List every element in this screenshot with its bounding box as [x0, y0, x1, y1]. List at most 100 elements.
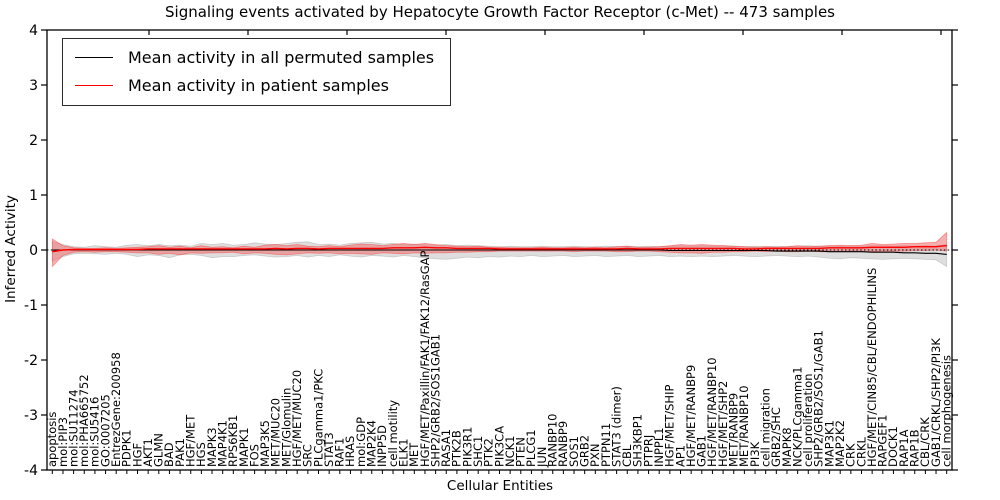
y-tick-label: -3: [24, 408, 38, 424]
permuted-band: [51, 241, 948, 268]
x-tick-label: GAB1/CRKL/SHP2/PI3K: [929, 338, 943, 467]
y-tick-label: 1: [29, 188, 38, 204]
x-tick-label: AP1: [673, 445, 687, 467]
x-tick-label: mol:PHA665752: [77, 374, 91, 467]
x-tick-label: JUN: [535, 447, 549, 468]
x-tick-label: MAP3K1: [822, 420, 836, 467]
x-tick-label: RPS6KB1: [226, 415, 240, 467]
x-tick-label: PIK3R1: [460, 427, 474, 468]
x-tick-label: mol:SU11274: [66, 389, 80, 467]
y-tick-label: 0: [29, 243, 38, 259]
x-tick-label: NCK1: [503, 436, 517, 468]
x-tick-label: RAP1B: [908, 429, 922, 467]
x-tick-label: MET/MUC20: [269, 398, 283, 467]
mean-lines: [47, 244, 952, 255]
patient-mean-line: [52, 244, 947, 253]
x-tick-label: NCK/PLCgamma1: [790, 366, 804, 467]
permuted-mean-line: [52, 249, 947, 255]
x-tick-label: mol:SU5416: [88, 397, 102, 467]
x-tick-label: CRK: [844, 443, 858, 467]
x-tick-label: AKT1: [141, 438, 155, 467]
legend-label-permuted: Mean activity in all permuted samples: [128, 48, 435, 67]
x-tick-label: cell motility: [386, 400, 400, 467]
legend-label-patient: Mean activity in patient samples: [128, 76, 389, 95]
x-tick-label: HGF/MET: [184, 414, 198, 467]
x-tick-label: SHP2/GRB2/SOS1GAB1: [428, 334, 442, 467]
x-tick-label: STAT3: [322, 432, 336, 467]
x-tick-label: HGF/MET/MUC20: [290, 370, 304, 467]
x-tick-label: HGS: [194, 442, 208, 467]
y-tick-label: 2: [29, 133, 38, 149]
y-tick-label: 4: [29, 23, 38, 39]
x-tick-label: MET/RANBP10: [737, 385, 751, 467]
x-tick-label: RAPGEF1: [876, 415, 890, 467]
x-tick-label: HGF: [130, 443, 144, 467]
x-tick-label: INPP5D: [375, 425, 389, 467]
x-tick-label: PTK2: [482, 438, 496, 467]
x-tick-label: HGF/MET/SHIP: [663, 385, 677, 467]
x-tick-label: CBL: [620, 444, 634, 467]
x-tick-label: PTPRJ: [641, 435, 655, 467]
x-tick-label: MAP3K5: [258, 420, 272, 467]
x-tick-label: PLCG1: [524, 429, 538, 467]
y-tick-label: -2: [24, 353, 38, 369]
x-tick-label: INPPL1: [652, 427, 666, 467]
x-tick-label: HRAS: [343, 436, 357, 467]
x-tick-label: SH3KBP1: [631, 414, 645, 467]
y-tick-label: -4: [24, 463, 38, 479]
x-tick-label: MAPK3: [205, 427, 219, 467]
x-tick-label: EntrezGene:200958: [109, 352, 123, 467]
legend: Mean activity in all permuted samples Me…: [62, 38, 452, 106]
x-tick-label: cell proliferation: [801, 373, 815, 467]
tick-labels: -4 -3 -2 -1 0 1 2 3 4 apoptosismol:PIP3mol:SU1127…: [24, 23, 953, 479]
x-tick-label: PI3K: [748, 441, 762, 467]
x-tick-label: MAPK8: [780, 427, 794, 467]
x-tick-label: PDPK1: [120, 429, 134, 467]
x-tick-label: PIK3CA: [492, 426, 506, 467]
x-tick-label: SOS1: [567, 436, 581, 467]
x-tick-label: apoptosis: [45, 412, 59, 467]
x-tick-label: FOS: [247, 444, 261, 467]
permuted-line-swatch: [75, 57, 113, 58]
x-tick-label: MET/Glomulin: [279, 388, 293, 467]
x-tick-label: mol:GDP: [354, 417, 368, 467]
x-tick-label: CBL/CRK: [918, 417, 932, 467]
legend-row-patient: Mean activity in patient samples: [75, 76, 434, 95]
x-tick-label: HGF/MET/Paxillin/FAK1/FAK12/RasGAP: [418, 250, 432, 467]
x-tick-label: PTPN11: [599, 423, 613, 467]
x-tick-label: PTK2B: [450, 430, 464, 467]
x-tick-label: RAF1: [333, 438, 347, 467]
x-tick-label: CRKL: [854, 436, 868, 467]
x-tick-label: HGF/MET/RANBP10: [705, 357, 719, 467]
x-tick-label: cell morphogenesis: [940, 355, 954, 467]
chart-title: Signaling events activated by Hepatocyte…: [165, 3, 835, 21]
x-tick-label: SHP2/GRB2/SOS1/GAB1: [812, 330, 826, 467]
x-tick-label: SHC1: [471, 436, 485, 467]
x-tick-label: STAT3 (dimer): [609, 386, 623, 467]
x-tick-label: GLMN: [152, 433, 166, 467]
x-tick-label: MAP2K2: [833, 420, 847, 467]
x-tick-label: BAD: [162, 442, 176, 467]
x-tick-label: HGF/MET/CIN85/CBL/ENDOPHILINS: [865, 268, 879, 467]
x-tick-label: RANBP9: [556, 421, 570, 467]
x-tick-label: HGF/MET/SHP2: [716, 381, 730, 467]
x-tick-label: PXN: [588, 444, 602, 467]
x-tick-label: GRB2/SHC: [769, 407, 783, 467]
x-tick-label: HGF/MET/RANBP9: [684, 365, 698, 467]
x-tick-label: ELK1: [397, 438, 411, 467]
x-tick-label: GO:0007205: [98, 394, 112, 467]
x-tick-label: RASA1: [439, 429, 453, 467]
x-tick-label: MET/RANBP9: [727, 393, 741, 467]
x-tick-label: MAPK1: [237, 427, 251, 467]
x-tick-label: RANBP10: [546, 414, 560, 467]
y-tick-label: 3: [29, 78, 38, 94]
x-tick-label: MET: [407, 442, 421, 467]
x-tick-label: SRC: [301, 444, 315, 467]
x-tick-label: RAP1A: [897, 429, 911, 467]
x-tick-label: mol:PIP3: [56, 417, 70, 467]
x-tick-label: MAP2K4: [365, 420, 379, 467]
patient-line-swatch: [75, 85, 113, 86]
y-tick-label: -1: [24, 298, 38, 314]
